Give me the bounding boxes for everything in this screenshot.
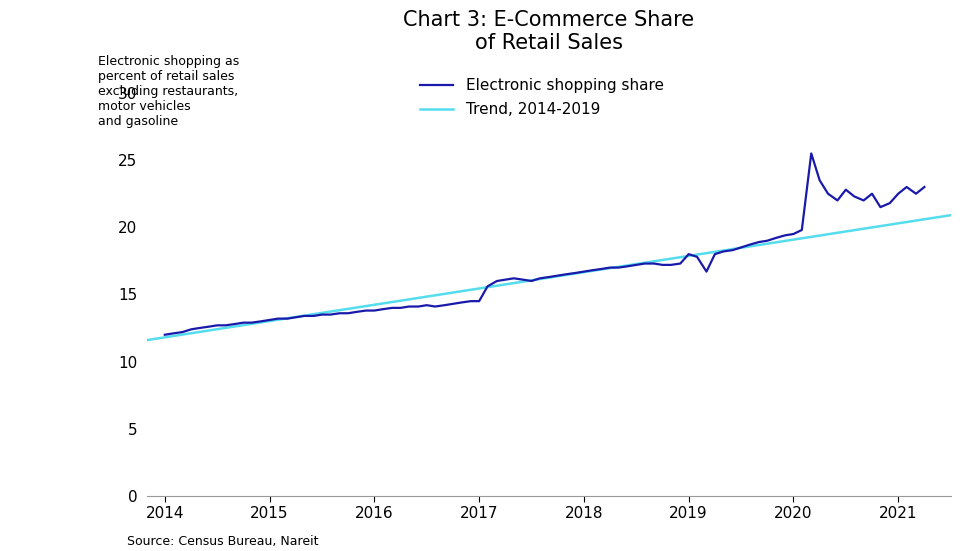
Electronic shopping share — [918, 183, 930, 190]
Electronic shopping share — [534, 275, 546, 282]
Line: Electronic shopping share: Electronic shopping share — [165, 153, 924, 334]
Title: Chart 3: E-Commerce Share
of Retail Sales: Chart 3: E-Commerce Share of Retail Sale… — [403, 10, 695, 53]
Electronic shopping share — [806, 150, 817, 156]
Electronic shopping share — [176, 329, 188, 336]
Electronic shopping share — [368, 307, 380, 314]
Electronic shopping share — [605, 264, 616, 271]
Electronic shopping share — [874, 204, 886, 210]
Electronic shopping share — [377, 306, 389, 312]
Legend: Electronic shopping share, Trend, 2014-2019: Electronic shopping share, Trend, 2014-2… — [419, 78, 663, 117]
Electronic shopping share — [159, 331, 171, 338]
Text: Electronic shopping as
percent of retail sales
excluding restaurants,
motor vehi: Electronic shopping as percent of retail… — [98, 55, 239, 128]
Text: Source: Census Bureau, Nareit: Source: Census Bureau, Nareit — [127, 536, 318, 548]
